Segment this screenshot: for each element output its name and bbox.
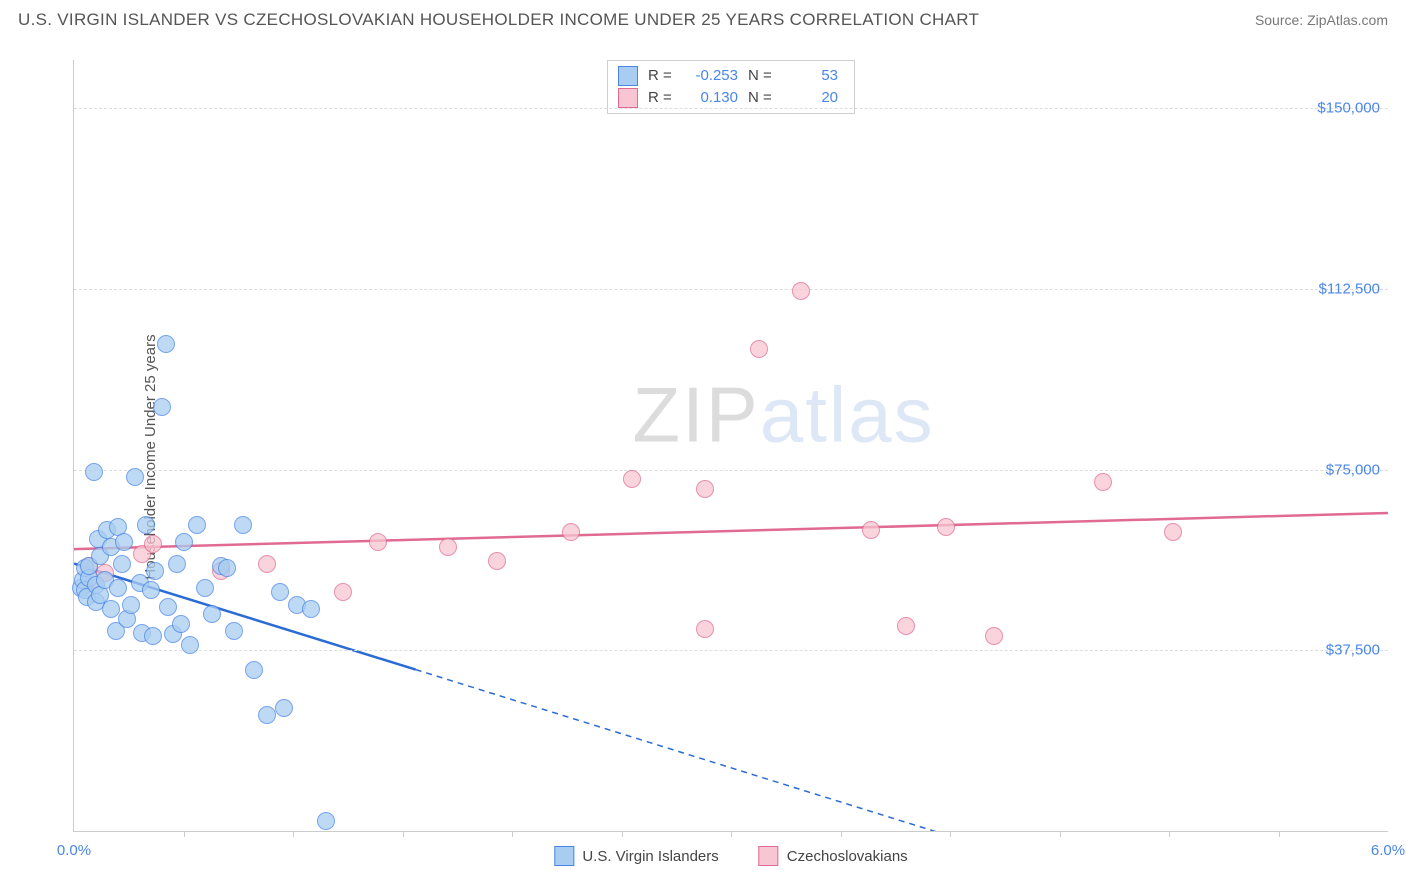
- data-point-blue: [142, 581, 160, 599]
- data-point-pink: [1164, 523, 1182, 541]
- x-tick: [512, 831, 513, 837]
- data-point-blue: [153, 398, 171, 416]
- chart-title: U.S. VIRGIN ISLANDER VS CZECHOSLOVAKIAN …: [18, 10, 979, 30]
- data-point-blue: [157, 335, 175, 353]
- data-point-pink: [1094, 473, 1112, 491]
- data-point-pink: [144, 535, 162, 553]
- data-point-pink: [937, 518, 955, 536]
- data-point-blue: [218, 559, 236, 577]
- data-point-blue: [109, 579, 127, 597]
- source-attribution: Source: ZipAtlas.com: [1255, 12, 1388, 28]
- y-tick-label: $75,000: [1326, 461, 1380, 478]
- data-point-blue: [302, 600, 320, 618]
- data-point-blue: [146, 562, 164, 580]
- x-tick: [403, 831, 404, 837]
- data-point-blue: [159, 598, 177, 616]
- x-tick: [1169, 831, 1170, 837]
- legend-swatch-blue: [618, 66, 638, 86]
- x-tick: [731, 831, 732, 837]
- data-point-blue: [137, 516, 155, 534]
- data-point-blue: [126, 468, 144, 486]
- data-point-pink: [696, 620, 714, 638]
- legend-label: Czechoslovakians: [787, 848, 908, 865]
- legend-label: U.S. Virgin Islanders: [582, 848, 718, 865]
- x-tick-label: 6.0%: [1371, 842, 1405, 859]
- data-point-pink: [439, 538, 457, 556]
- data-point-blue: [275, 699, 293, 717]
- legend-swatch-pink: [759, 846, 779, 866]
- data-point-pink: [369, 533, 387, 551]
- x-tick: [622, 831, 623, 837]
- data-point-blue: [196, 579, 214, 597]
- data-point-pink: [258, 555, 276, 573]
- correlation-legend: R = -0.253 N = 53 R = 0.130 N = 20: [607, 60, 855, 114]
- x-tick: [950, 831, 951, 837]
- data-point-pink: [897, 617, 915, 635]
- y-tick-label: $37,500: [1326, 642, 1380, 659]
- data-point-blue: [317, 812, 335, 830]
- data-point-blue: [188, 516, 206, 534]
- data-point-pink: [696, 480, 714, 498]
- data-point-blue: [271, 583, 289, 601]
- data-point-pink: [334, 583, 352, 601]
- plot-area: ZIPatlas R = -0.253 N = 53 R = 0.130 N =…: [73, 60, 1388, 832]
- series-legend: U.S. Virgin Islanders Czechoslovakians: [554, 846, 907, 866]
- data-point-blue: [122, 596, 140, 614]
- data-point-blue: [115, 533, 133, 551]
- data-point-blue: [85, 463, 103, 481]
- x-tick: [841, 831, 842, 837]
- data-point-blue: [258, 706, 276, 724]
- gridline: [74, 108, 1388, 109]
- data-point-pink: [488, 552, 506, 570]
- x-tick: [293, 831, 294, 837]
- y-tick-label: $150,000: [1317, 100, 1380, 117]
- gridline: [74, 470, 1388, 471]
- data-point-blue: [234, 516, 252, 534]
- data-point-pink: [750, 340, 768, 358]
- y-tick-label: $112,500: [1319, 280, 1380, 297]
- data-point-blue: [181, 636, 199, 654]
- data-point-pink: [792, 282, 810, 300]
- data-point-blue: [203, 605, 221, 623]
- legend-swatch-blue: [554, 846, 574, 866]
- data-point-pink: [623, 470, 641, 488]
- data-point-blue: [245, 661, 263, 679]
- data-point-blue: [225, 622, 243, 640]
- x-tick: [1279, 831, 1280, 837]
- x-tick-label: 0.0%: [57, 842, 91, 859]
- data-point-blue: [172, 615, 190, 633]
- data-point-pink: [562, 523, 580, 541]
- gridline: [74, 650, 1388, 651]
- x-tick: [184, 831, 185, 837]
- data-point-blue: [168, 555, 186, 573]
- legend-swatch-pink: [618, 88, 638, 108]
- chart-area: Householder Income Under 25 years ZIPatl…: [18, 40, 1388, 874]
- data-point-blue: [144, 627, 162, 645]
- watermark: ZIPatlas: [632, 369, 934, 460]
- x-tick: [1060, 831, 1061, 837]
- data-point-pink: [862, 521, 880, 539]
- data-point-pink: [985, 627, 1003, 645]
- data-point-blue: [113, 555, 131, 573]
- data-point-blue: [175, 533, 193, 551]
- gridline: [74, 289, 1388, 290]
